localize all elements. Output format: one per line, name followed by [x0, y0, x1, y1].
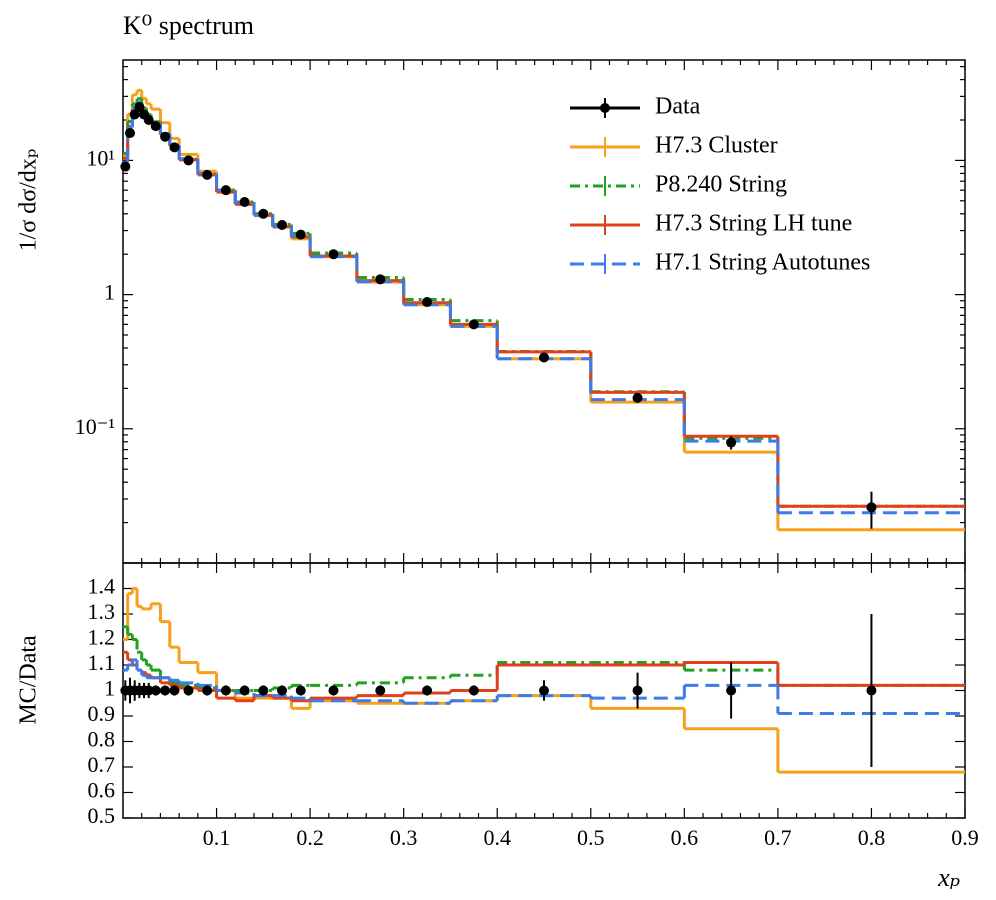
- data-point: [726, 685, 737, 696]
- legend-label: H7.1 String Autotunes: [655, 250, 870, 276]
- data-point: [258, 208, 269, 219]
- y-tick-label: 0.7: [88, 752, 116, 777]
- y-tick-label: 10¹: [86, 145, 115, 170]
- data-point: [375, 274, 386, 285]
- data-point: [160, 685, 171, 696]
- data-point: [120, 161, 131, 172]
- y-tick-label: 1.1: [88, 650, 116, 675]
- data-point: [239, 685, 250, 696]
- data-point: [220, 185, 231, 196]
- y-axis-label: MC/Data: [16, 635, 42, 725]
- data-point: [239, 196, 250, 207]
- y-tick-label: 1.2: [88, 625, 116, 650]
- legend-label: H7.3 Cluster: [655, 133, 778, 159]
- x-tick-label: 0.2: [296, 825, 324, 850]
- data-point: [169, 142, 180, 153]
- legend-label: H7.3 String LH tune: [655, 211, 852, 237]
- data-point: [422, 685, 433, 696]
- y-tick-label: 1.4: [88, 574, 116, 599]
- data-point: [328, 685, 339, 696]
- data-point: [632, 685, 643, 696]
- data-point: [129, 109, 140, 120]
- data-point: [375, 685, 386, 696]
- x-tick-label: 0.5: [577, 825, 605, 850]
- data-point: [328, 249, 339, 260]
- data-point: [866, 685, 877, 696]
- data-point: [277, 220, 288, 231]
- legend-label: Data: [655, 94, 701, 120]
- y-tick-label: 0.9: [88, 701, 116, 726]
- data-point: [866, 502, 877, 513]
- y-tick-label: 1: [104, 280, 115, 305]
- y-tick-label: 10⁻¹: [75, 414, 115, 439]
- data-point: [143, 115, 154, 126]
- y-tick-label: 0.6: [88, 778, 116, 803]
- data-point: [202, 685, 213, 696]
- data-point: [169, 685, 180, 696]
- x-axis-label: xₚ: [937, 863, 960, 892]
- x-tick-label: 0.1: [203, 825, 231, 850]
- data-point: [143, 685, 154, 696]
- data-point: [183, 155, 194, 166]
- y-tick-label: 1: [104, 676, 115, 701]
- y-tick-label: 0.5: [88, 803, 116, 828]
- data-point: [150, 121, 161, 132]
- x-tick-label: 0.6: [671, 825, 699, 850]
- data-point: [539, 685, 549, 696]
- data-point: [150, 685, 161, 696]
- data-point: [160, 131, 171, 142]
- y-axis-label: 1/σ dσ/dxₚ: [16, 149, 42, 252]
- data-point: [539, 352, 549, 363]
- chart-title: K⁰ spectrum: [123, 11, 254, 40]
- data-point: [125, 128, 136, 139]
- y-tick-label: 1.3: [88, 599, 116, 624]
- x-tick-label: 0.4: [483, 825, 511, 850]
- y-tick-label: 0.8: [88, 727, 116, 752]
- data-point: [468, 685, 479, 696]
- data-point: [258, 685, 269, 696]
- legend-label: P8.240 String: [655, 172, 787, 198]
- data-point: [295, 229, 306, 240]
- data-point: [134, 102, 145, 113]
- data-point: [468, 319, 479, 330]
- data-point: [726, 437, 737, 448]
- x-tick-label: 0.8: [858, 825, 886, 850]
- data-point: [632, 392, 643, 403]
- data-point: [295, 685, 306, 696]
- x-tick-label: 0.7: [764, 825, 792, 850]
- data-point: [183, 685, 194, 696]
- data-point: [277, 685, 288, 696]
- x-tick-label: 0.3: [390, 825, 418, 850]
- plot-frame: [122, 59, 966, 564]
- data-point: [202, 169, 213, 180]
- x-tick-label: 0.9: [951, 825, 979, 850]
- data-point: [422, 297, 433, 308]
- data-point: [220, 685, 231, 696]
